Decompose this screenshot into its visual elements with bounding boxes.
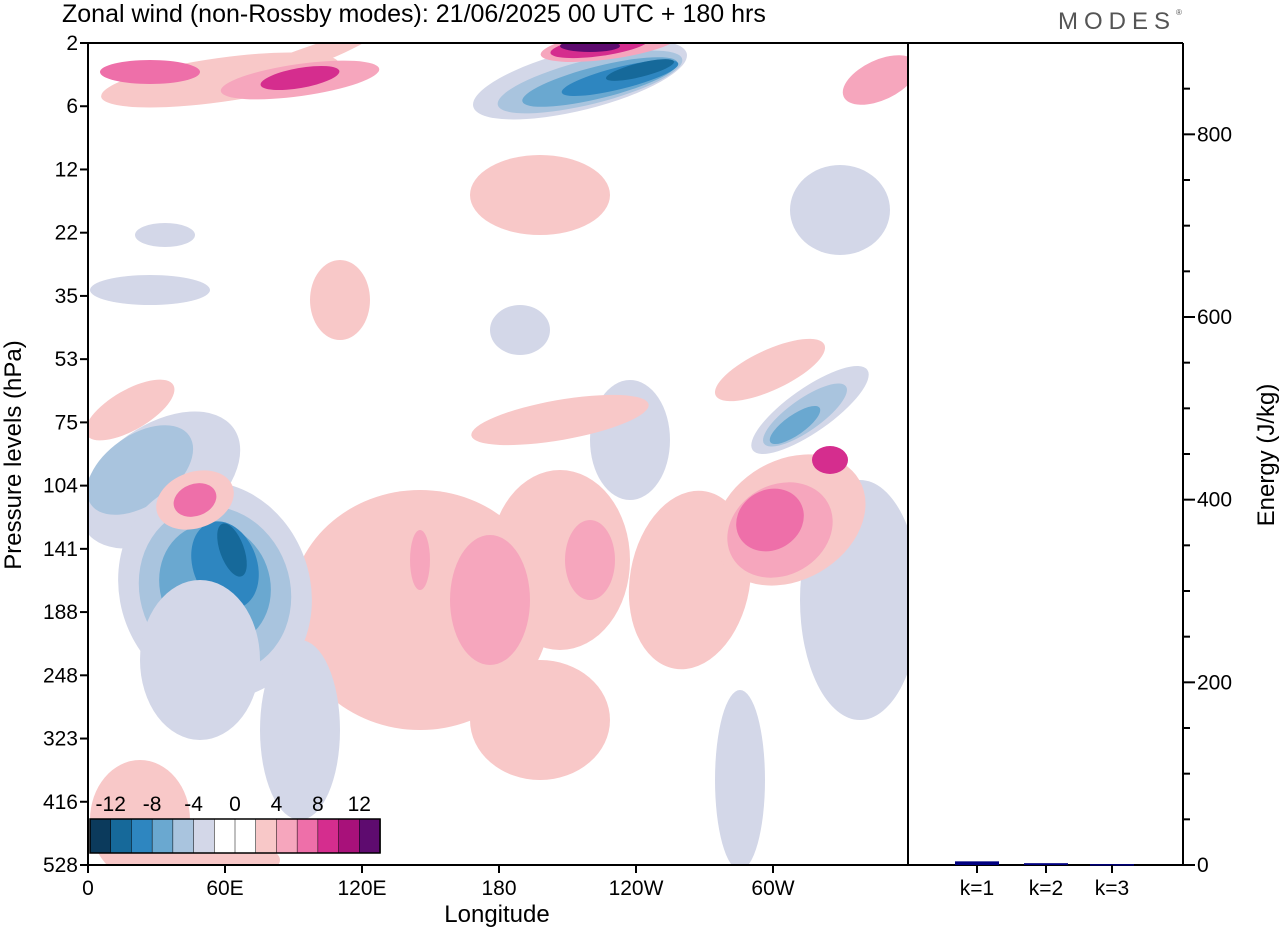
x-tick-label: 120W [609, 877, 664, 900]
x-axis-label: Longitude [444, 901, 549, 928]
y-tick-label: 141 [43, 538, 78, 561]
energy-tick-label: 600 [1197, 306, 1232, 329]
pressure-axis: 2 6 12 22 35 53 75 104 141 188 248 323 416 528 [43, 32, 88, 877]
y-tick-label: 323 [43, 728, 78, 751]
colorbar: -12 -8 -4 0 4 8 12 [89, 793, 381, 854]
x-tick-label: 120E [337, 877, 386, 900]
y-tick-label: 104 [43, 475, 78, 498]
y-tick-label: 53 [55, 348, 78, 371]
colorbar-swatch [214, 818, 236, 854]
contour-region [565, 520, 615, 600]
bar-category-label: k=2 [1029, 877, 1063, 900]
colorbar-swatch [338, 818, 361, 854]
colorbar-swatch [110, 818, 133, 854]
contour-region [410, 530, 430, 590]
colorbar-swatch [296, 818, 319, 854]
colorbar-swatch [359, 818, 381, 854]
colorbar-swatch [276, 818, 298, 854]
y-tick-label: 2 [66, 32, 78, 55]
y-tick-label: 22 [55, 222, 78, 245]
contour-region [560, 43, 620, 52]
bar-category-label: k=3 [1095, 877, 1129, 900]
colorbar-label: -12 [96, 793, 126, 816]
x-tick-label: 180 [481, 877, 516, 900]
chart-title: Zonal wind (non-Rossby modes): 21/06/202… [62, 0, 766, 28]
y-tick-label: 75 [55, 411, 78, 434]
contour-region [310, 260, 370, 340]
contour-region [101, 52, 339, 108]
contour-region [736, 488, 804, 552]
x-tick-label: 0 [82, 877, 94, 900]
colorbar-swatch [89, 818, 112, 854]
colorbar-swatch [234, 818, 257, 854]
contour-region [470, 660, 610, 780]
contour-region [715, 690, 765, 865]
contour-region [90, 275, 210, 305]
contour-region [88, 379, 175, 441]
y-tick-label: 248 [43, 664, 78, 687]
energy-tick-label: 200 [1197, 671, 1232, 694]
energy-bar-k=1 [955, 861, 999, 865]
colorbar-label: 4 [271, 793, 283, 816]
energy-axis: 0 200 400 600 800 [1183, 87, 1232, 877]
colorbar-swatch [317, 818, 340, 854]
energy-bar-k=2 [1024, 863, 1068, 865]
y-tick-label: 6 [66, 95, 78, 118]
contour-region [173, 483, 217, 517]
contour-region [605, 59, 675, 81]
x-tick-label: 60E [206, 877, 243, 900]
contour-region [450, 535, 530, 665]
colorbar-label: 8 [312, 793, 324, 816]
colorbar-swatch [193, 818, 216, 854]
colorbar-label: 12 [348, 793, 371, 816]
contour-region [714, 338, 826, 402]
colorbar-swatch [172, 818, 195, 854]
y-tick-label: 188 [43, 601, 78, 624]
modes-logo: MODES® [1058, 8, 1182, 35]
contour-region [217, 523, 247, 577]
y-axis-label: Pressure levels (hPa) [0, 340, 27, 569]
colorbar-label: -8 [143, 793, 162, 816]
colorbar-swatch [131, 818, 153, 854]
contour-region [812, 446, 848, 474]
colorbar-swatch [151, 818, 174, 854]
colorbar-label: -4 [184, 793, 203, 816]
contour-region [842, 55, 908, 105]
y-tick-label: 416 [43, 791, 78, 814]
energy-axis-label: Energy (J/kg) [1253, 384, 1280, 527]
heatmap-field [88, 43, 908, 865]
contour-region [100, 60, 200, 84]
contour-region [769, 405, 821, 445]
colorbar-label: 0 [229, 793, 241, 816]
contour-region [790, 165, 890, 255]
y-tick-label: 35 [55, 285, 78, 308]
y-tick-label: 528 [43, 854, 78, 877]
contour-region [140, 580, 260, 740]
contour-region [260, 65, 340, 91]
contour-region [260, 640, 340, 820]
longitude-axis: 0 60E 120E 180 120W 60W [82, 865, 795, 900]
contour-region [471, 394, 649, 446]
energy-bars: k=1 k=2 k=3 [955, 861, 1134, 900]
contour-region [490, 305, 550, 355]
contour-region [470, 155, 610, 235]
colorbar-swatch [255, 818, 278, 854]
y-tick-label: 12 [55, 158, 78, 181]
energy-bar-k=3 [1090, 864, 1134, 866]
x-tick-label: 60W [751, 877, 794, 900]
energy-tick-label: 0 [1197, 854, 1209, 877]
energy-tick-label: 400 [1197, 489, 1232, 512]
bar-category-label: k=1 [960, 877, 994, 900]
energy-tick-label: 800 [1197, 123, 1232, 146]
colorbar-frame [89, 818, 381, 854]
contour-region [135, 223, 195, 247]
